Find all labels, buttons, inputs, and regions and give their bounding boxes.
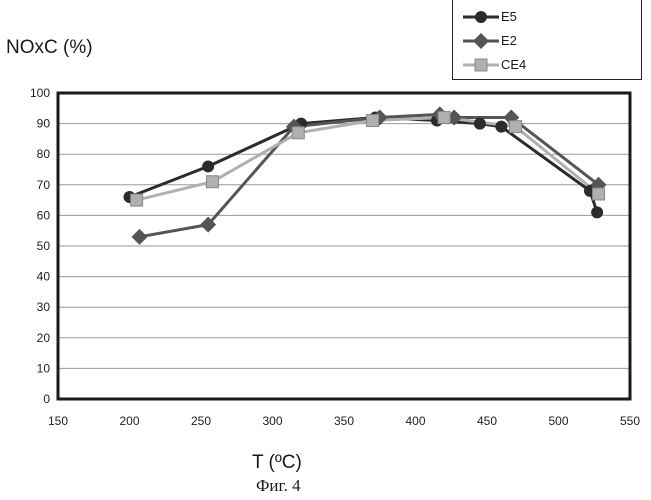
x-tick-label: 450 (477, 414, 497, 428)
data-point-ce4 (593, 188, 605, 200)
legend-item-ce4: CE4 (453, 54, 643, 76)
legend-label-e5: E5 (501, 9, 517, 24)
y-tick-label: 90 (37, 117, 51, 131)
y-tick-label: 10 (37, 361, 51, 375)
data-point-ce4 (206, 176, 218, 188)
x-tick-label: 400 (405, 414, 425, 428)
figure-caption: Фиг. 4 (256, 476, 301, 496)
x-tick-label: 300 (262, 414, 282, 428)
y-tick-label: 50 (37, 239, 51, 253)
legend-marker-e5 (461, 6, 501, 28)
data-point-ce4 (510, 121, 522, 133)
data-point-ce4 (438, 111, 450, 123)
data-point-ce4 (131, 194, 143, 206)
legend-label-e2: E2 (501, 33, 517, 48)
x-tick-label: 250 (191, 414, 211, 428)
data-point-e5 (474, 118, 486, 130)
legend-marker-e2 (461, 30, 501, 52)
x-tick-label: 150 (48, 414, 68, 428)
y-tick-label: 60 (37, 208, 51, 222)
x-tick-label: 200 (119, 414, 139, 428)
data-point-e5 (495, 121, 507, 133)
data-point-e5 (202, 160, 214, 172)
y-tick-label: 20 (37, 331, 51, 345)
data-point-e5 (591, 206, 603, 218)
data-point-ce4 (367, 115, 379, 127)
y-tick-label: 100 (30, 86, 50, 100)
x-tick-label: 350 (334, 414, 354, 428)
x-axis-title: T (ºC) (252, 452, 302, 474)
x-tick-label: 550 (620, 414, 640, 428)
data-point-ce4 (292, 127, 304, 139)
legend: E5 E2 CE4 (452, 0, 642, 80)
y-tick-label: 0 (43, 392, 50, 406)
y-tick-label: 70 (37, 178, 51, 192)
legend-item-e2: E2 (453, 30, 643, 52)
y-tick-label: 40 (37, 270, 51, 284)
y-tick-label: 30 (37, 300, 51, 314)
y-tick-label: 80 (37, 147, 51, 161)
legend-item-e5: E5 (453, 6, 643, 28)
y-axis-title: NOxC (%) (6, 37, 93, 59)
x-tick-label: 500 (548, 414, 568, 428)
legend-marker-ce4 (461, 54, 501, 76)
legend-label-ce4: CE4 (501, 57, 526, 72)
